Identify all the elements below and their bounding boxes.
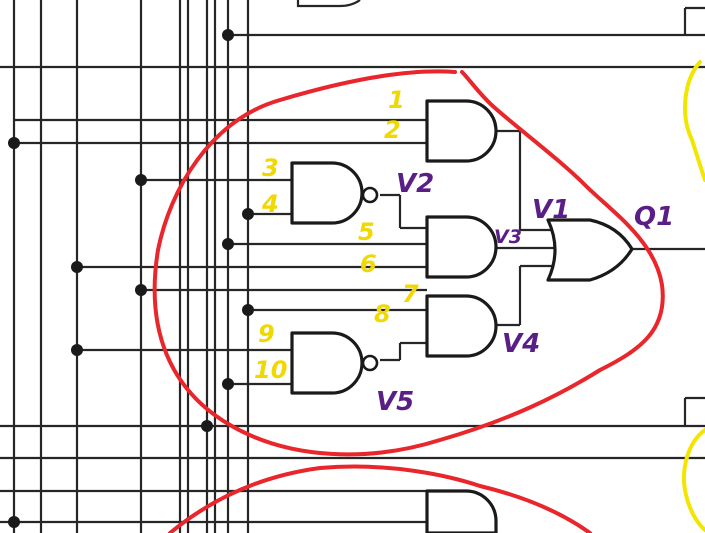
gate-label-v4: V4 xyxy=(502,329,540,359)
gate-label-v2: V2 xyxy=(396,169,434,199)
red-outline-annotation xyxy=(152,69,665,533)
and-gate-bottom xyxy=(425,489,498,533)
gate-label-v3: V3 xyxy=(494,226,522,248)
and-gate-top xyxy=(425,99,498,163)
input-label-5: 5 xyxy=(358,218,375,246)
output-label-q1: Q1 xyxy=(634,202,674,232)
input-label-8: 8 xyxy=(374,300,391,328)
and-gate-v3 xyxy=(425,215,498,279)
gate-labels: V2 V3 V1 V4 V5 Q1 xyxy=(376,169,674,417)
yellow-marks xyxy=(682,60,705,532)
input-label-6: 6 xyxy=(360,250,377,278)
input-label-2: 2 xyxy=(384,116,401,144)
and-gate-v4 xyxy=(425,294,498,358)
nand-gate-v2 xyxy=(290,161,379,225)
input-number-labels: 1 2 3 4 5 6 7 8 9 10 xyxy=(254,86,419,384)
nand-gate-v5 xyxy=(290,331,379,395)
input-label-3: 3 xyxy=(262,154,279,182)
input-label-1: 1 xyxy=(388,86,405,114)
junction-dots xyxy=(8,29,254,528)
gate-label-v5: V5 xyxy=(376,387,414,417)
input-label-9: 9 xyxy=(258,320,275,348)
input-label-4: 4 xyxy=(261,190,279,218)
input-label-7: 7 xyxy=(402,280,419,308)
input-label-10: 10 xyxy=(254,356,287,384)
or-gate-v1 xyxy=(546,218,634,282)
gate-label-v1: V1 xyxy=(532,195,570,225)
